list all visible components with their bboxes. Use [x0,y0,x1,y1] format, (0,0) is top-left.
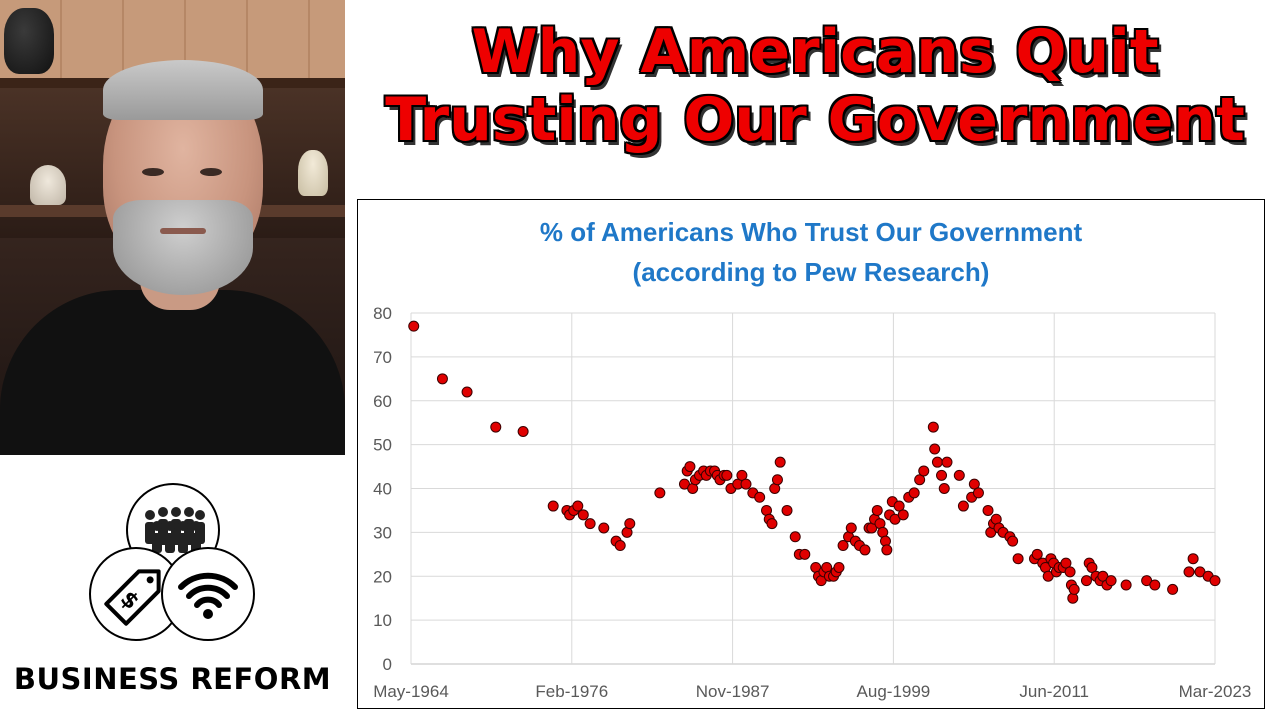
headline: Why Americans Quit Trusting Our Governme… [350,18,1280,154]
data-point [1209,575,1221,587]
data-point [957,500,969,512]
data-point [1120,579,1132,591]
price-tag-icon: $ [89,547,183,641]
x-tick-label: Mar-2023 [1179,682,1252,701]
data-point [938,483,950,494]
chart-title: % of Americans Who Trust Our Government [539,217,1083,247]
data-point [774,456,786,468]
headline-line-2: Trusting Our Government [385,85,1245,155]
data-point [881,544,893,556]
data-point [1187,553,1199,565]
data-point [908,487,920,499]
data-point [982,504,994,516]
data-point [972,487,984,499]
data-point [572,500,584,512]
data-point [1064,566,1076,578]
x-tick-label: Feb-1976 [535,682,608,701]
data-point [771,474,783,486]
presenter-photo [0,0,345,455]
data-point [789,531,801,543]
data-point [1086,561,1098,573]
data-point [1068,583,1080,595]
data-point [684,461,696,473]
chart-plot: 0 10 20 30 40 50 60 70 80 May-1964 Feb-1976 Nov-198… [373,304,1252,701]
headline-line-1: Why Americans Quit [471,17,1159,87]
data-point [1183,566,1195,578]
y-tick-label: 80 [373,304,392,323]
data-point [927,421,939,433]
brand-name: BUSINESS REFORM [13,662,332,696]
data-point [1080,575,1092,587]
data-point [845,522,857,534]
chart-panel: % of Americans Who Trust Our Government … [357,199,1265,709]
data-point [871,504,883,516]
y-tick-label: 60 [373,392,392,411]
data-point [893,500,905,512]
x-tick-label: Aug-1999 [857,682,931,701]
data-point [461,386,473,398]
y-tick-label: 0 [383,655,392,674]
data-point [936,469,948,481]
data-point [859,544,871,556]
data-point [837,540,849,552]
data-point [547,500,559,512]
data-point [1105,575,1117,587]
y-tick-label: 20 [373,567,392,586]
wifi-icon [161,547,255,641]
data-point [721,469,733,481]
data-point [953,469,965,481]
data-point [598,522,610,534]
chart-title-block: % of Americans Who Trust Our Government … [358,212,1264,292]
data-point [799,548,811,560]
data-point [1167,583,1179,595]
data-point [766,518,778,530]
data-point [624,518,636,530]
data-point [968,478,980,490]
y-tick-label: 40 [373,480,392,499]
data-point [914,474,926,486]
data-point [833,561,845,573]
x-tick-label: Nov-1987 [696,682,770,701]
data-point [436,373,448,385]
data-point [577,509,589,521]
data-point [1060,557,1072,569]
y-tick-label: 10 [373,611,392,630]
brand-logo: $ [89,483,255,641]
data-point [941,456,953,468]
data-point [740,478,752,490]
data-point [1149,579,1161,591]
data-point [614,540,626,552]
data-point [584,518,596,530]
data-point [517,425,529,437]
data-point [1031,548,1043,560]
data-point [490,421,502,433]
data-point [408,320,420,332]
y-tick-label: 30 [373,523,392,542]
data-point [929,443,941,455]
x-tick-label: May-1964 [373,682,449,701]
y-tick-label: 70 [373,348,392,367]
data-point [1012,553,1024,565]
data-point [736,469,748,481]
data-point [1007,535,1019,547]
data-point [897,509,909,521]
chart-subtitle: (according to Pew Research) [632,257,990,287]
y-tick-label: 50 [373,436,392,455]
data-point [781,504,793,516]
data-point [918,465,930,477]
data-point [931,456,943,468]
x-tick-label: Jun-2011 [1019,682,1089,701]
data-point [654,487,666,499]
data-point [754,491,766,503]
